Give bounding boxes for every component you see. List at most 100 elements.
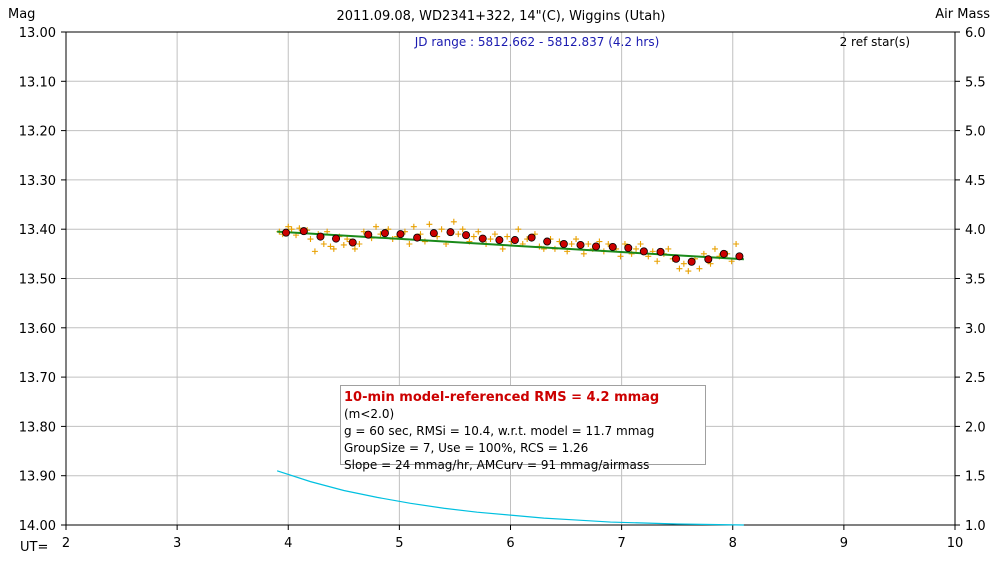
y-right-tick-label: 1.5 (965, 470, 986, 485)
raw-point (320, 240, 327, 247)
binned-point (672, 254, 681, 263)
y-right-tick-label: 3.5 (965, 273, 986, 288)
x-tick-label: 8 (729, 536, 737, 551)
raw-points (276, 218, 740, 275)
raw-point (568, 240, 575, 247)
y-left-tick-label: 13.00 (19, 26, 56, 41)
binned-point (348, 238, 357, 247)
y-left-tick-label: 13.20 (19, 125, 56, 140)
x-tick-label: 2 (62, 536, 70, 551)
raw-point (406, 240, 413, 247)
raw-point (573, 236, 580, 243)
raw-point (330, 245, 337, 252)
binned-point (624, 243, 633, 252)
y-left-tick-label: 13.60 (19, 322, 56, 337)
raw-point (327, 243, 334, 250)
y-left-tick-label: 13.10 (19, 75, 56, 90)
binned-point (527, 233, 536, 242)
raw-point (475, 228, 482, 235)
binned-point (559, 239, 568, 248)
raw-point (285, 223, 292, 230)
y-right-tick-label: 4.5 (965, 174, 986, 189)
model-trend-line (277, 230, 744, 261)
raw-point (373, 223, 380, 230)
raw-point (470, 233, 477, 240)
binned-point (364, 230, 373, 239)
binned-point (687, 257, 696, 266)
rms-value: 10-min model-referenced RMS = 4.2 mmag (344, 390, 660, 405)
raw-point (356, 240, 363, 247)
raw-point (455, 231, 462, 238)
airmass-line (276, 470, 744, 526)
raw-point (633, 245, 640, 252)
y-left-tick-label: 13.30 (19, 174, 56, 189)
y-left-label: Mag (8, 7, 35, 22)
raw-point (311, 248, 318, 255)
y-right-tick-label: 3.0 (965, 322, 986, 337)
rms-suffix: (m<2.0) (344, 407, 395, 421)
x-tick-label: 4 (284, 536, 292, 551)
raw-point (654, 258, 661, 265)
binned-point (316, 232, 325, 241)
binned-point (510, 236, 519, 245)
y-left-tick-label: 14.00 (19, 519, 56, 534)
raw-point (340, 241, 347, 248)
raw-point (676, 265, 683, 272)
airmass-series (276, 470, 744, 526)
binned-point (299, 227, 308, 236)
axis-labels: 2 3 4 5 6 7 8 9 10 13.00 6.0 13.10 5.5 13.20 5.0 13.30 4… (19, 26, 986, 551)
binned-point (719, 249, 728, 258)
y-right-tick-label: 2.5 (965, 371, 986, 386)
binned-point (429, 229, 438, 238)
raw-point (580, 250, 587, 257)
x-tick-label: 6 (506, 536, 514, 551)
binned-point (282, 228, 291, 237)
binned-point (446, 228, 455, 237)
raw-point (410, 223, 417, 230)
raw-point (680, 260, 687, 267)
raw-point (450, 218, 457, 225)
raw-point (515, 226, 522, 233)
raw-point (438, 226, 445, 233)
y-right-tick-label: 5.0 (965, 125, 986, 140)
jd-range-label: JD range : 5812.662 - 5812.837 (4.2 hrs) (414, 35, 660, 49)
raw-point (585, 240, 592, 247)
stats-line-2: g = 60 sec, RMSi = 10.4, w.r.t. model = … (344, 424, 655, 438)
binned-point (495, 236, 504, 245)
x-tick-label: 9 (840, 536, 848, 551)
binned-point (639, 247, 648, 256)
raw-point (288, 226, 295, 233)
y-right-tick-label: 1.0 (965, 519, 986, 534)
raw-point (665, 245, 672, 252)
raw-point (307, 236, 314, 243)
raw-point (344, 236, 351, 243)
x-axis-label: UT= (20, 540, 48, 555)
y-right-label: Air Mass (935, 7, 990, 22)
x-tick-label: 10 (947, 536, 964, 551)
binned-points (282, 227, 744, 266)
rms-line: 10-min model-referenced RMS = 4.2 mmag (… (344, 389, 702, 423)
binned-point (543, 237, 552, 246)
raw-point (499, 245, 506, 252)
stats-line-4: Slope = 24 mmag/hr, AMCurv = 91 mmag/air… (344, 458, 650, 472)
raw-point (685, 268, 692, 275)
y-right-tick-label: 6.0 (965, 26, 986, 41)
raw-point (459, 226, 466, 233)
ref-star-label: 2 ref star(s) (840, 35, 910, 49)
binned-point (396, 230, 405, 239)
raw-point (700, 250, 707, 257)
raw-point (696, 265, 703, 272)
binned-point (704, 255, 713, 264)
raw-point (596, 238, 603, 245)
binned-point (576, 240, 585, 249)
grid (61, 31, 960, 530)
y-right-tick-label: 4.0 (965, 223, 986, 238)
y-right-tick-label: 2.0 (965, 420, 986, 435)
binned-point (380, 229, 389, 238)
plot-frame (65, 31, 956, 526)
x-tick-label: 7 (617, 536, 625, 551)
stats-line-3: GroupSize = 7, Use = 100%, RCS = 1.26 (344, 441, 589, 455)
x-tick-label: 3 (173, 536, 181, 551)
y-left-tick-label: 13.90 (19, 470, 56, 485)
